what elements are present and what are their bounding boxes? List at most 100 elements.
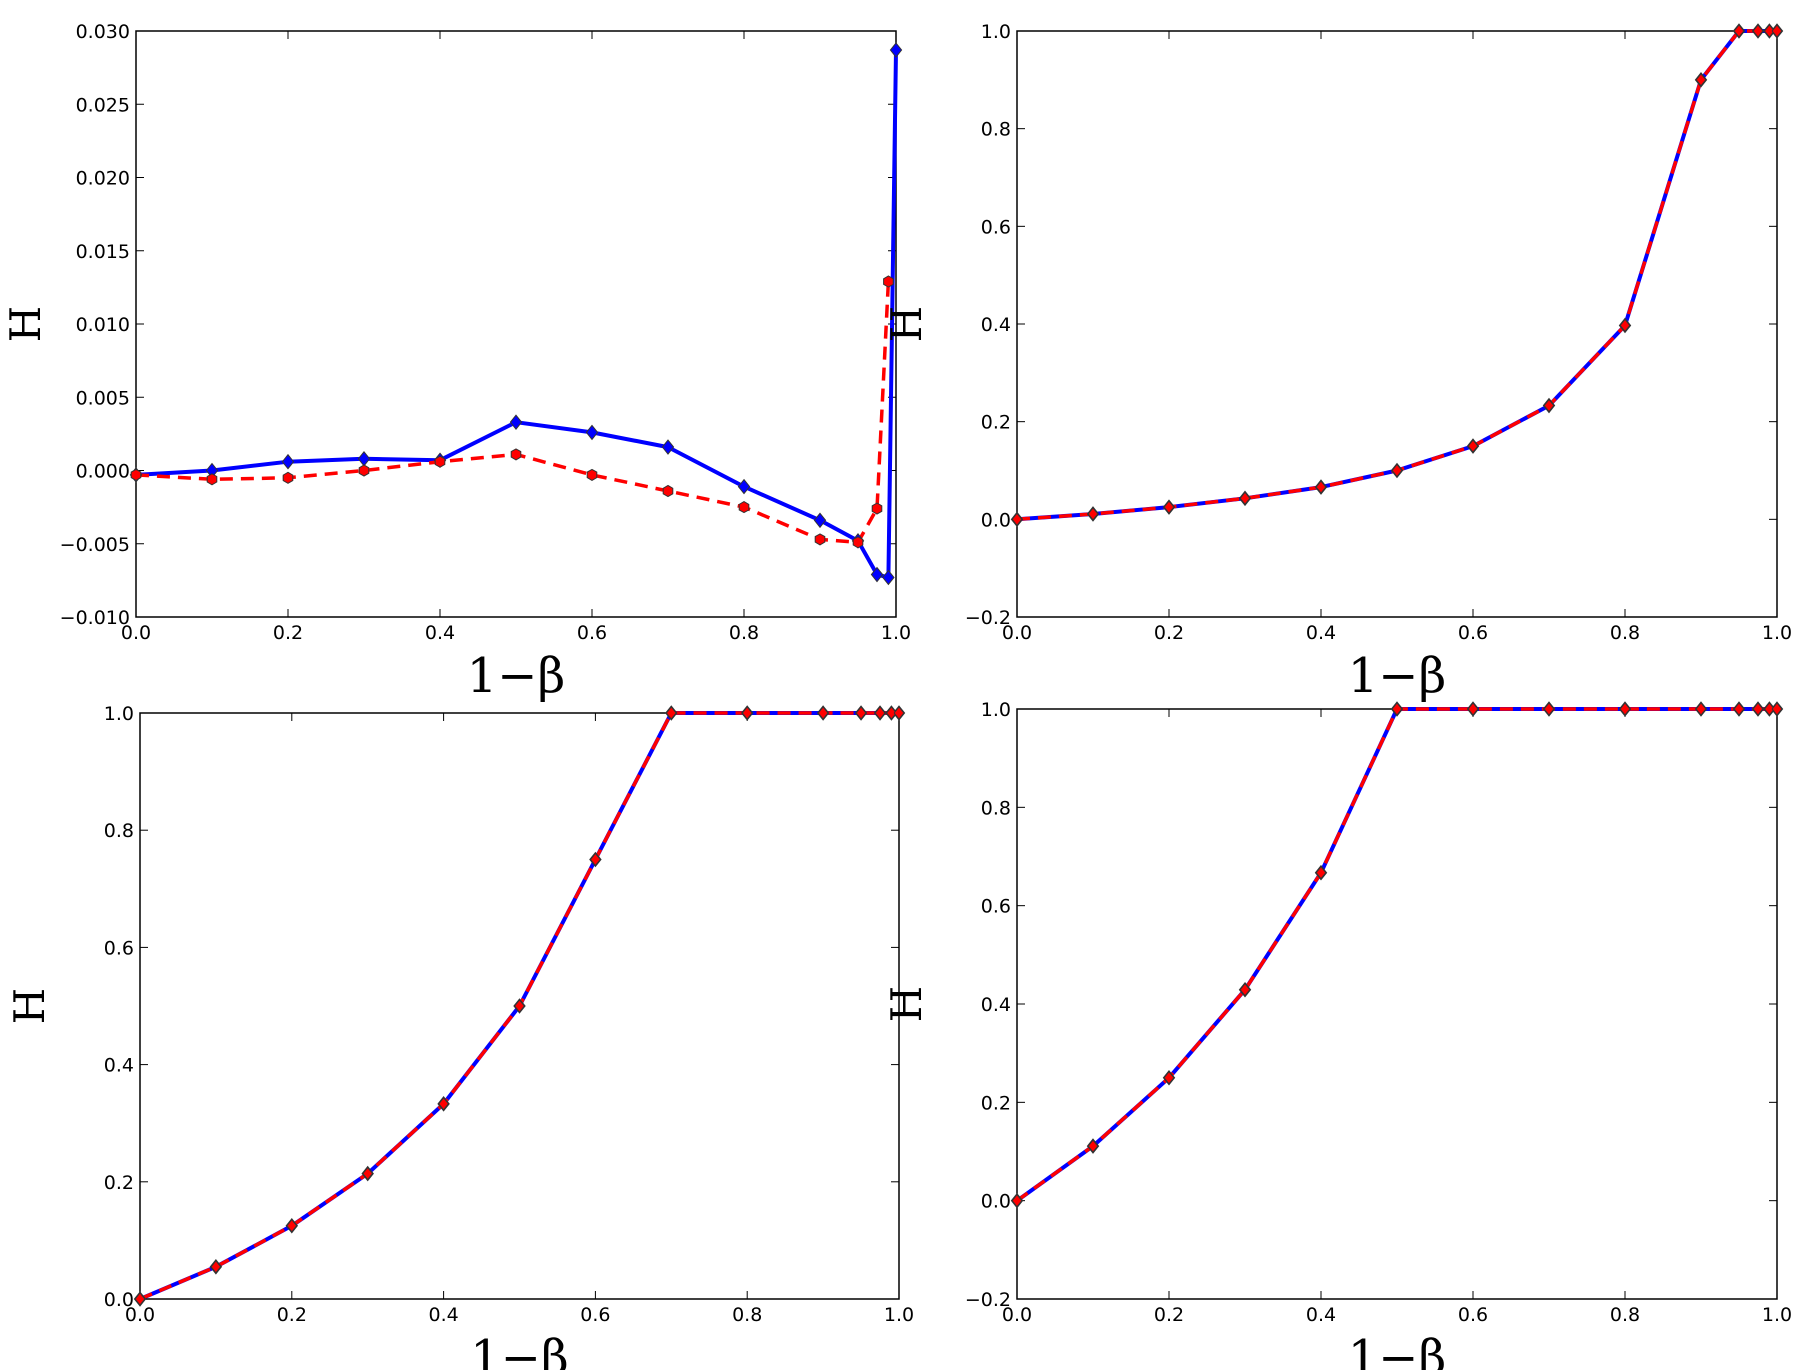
data-point-diamond <box>210 1259 222 1274</box>
y-tick-label: 0.005 <box>76 387 130 409</box>
data-point-diamond <box>817 706 829 720</box>
x-tick-label: 0.4 <box>1306 622 1336 644</box>
data-point-diamond <box>1239 982 1251 997</box>
y-tick-label: 0.4 <box>981 994 1011 1016</box>
data-point-diamond <box>1543 702 1555 716</box>
series-line-dashed <box>1015 707 1777 1203</box>
x-tick-label: 0.4 <box>428 1304 458 1326</box>
y-tick-label: 0.4 <box>104 1055 134 1077</box>
series-line-dashed <box>139 711 899 1301</box>
series-group <box>129 42 903 586</box>
series-group <box>1010 23 1784 528</box>
data-point-diamond <box>1763 24 1775 38</box>
y-tick-label: 0.4 <box>981 314 1011 336</box>
data-point-diamond <box>870 566 884 583</box>
data-point-diamond <box>661 439 675 455</box>
data-point-diamond <box>362 1166 374 1181</box>
data-point-diamond <box>1163 1070 1175 1085</box>
x-tick-label: 1.0 <box>884 1304 914 1326</box>
y-tick-label: −0.005 <box>60 534 130 556</box>
data-point-diamond <box>893 706 905 720</box>
data-point-diamond <box>1011 1193 1023 1208</box>
x-tick-label: 0.2 <box>1154 1304 1184 1326</box>
x-tick-label: 0.0 <box>121 622 151 644</box>
plot-frame <box>1016 30 1778 618</box>
data-point-diamond <box>1619 702 1631 716</box>
plot-frame <box>135 30 897 618</box>
y-tick-label: 0.025 <box>76 94 130 116</box>
data-point-hexagon <box>814 533 826 546</box>
y-tick-label: 0.0 <box>981 1191 1011 1213</box>
y-tick-label: 0.030 <box>76 21 130 43</box>
data-point-hexagon <box>130 468 142 481</box>
data-point-hexagon <box>434 455 446 468</box>
chart-panel-1: 0.0 0.2 0.4 0.6 0.8 1.0 −0.010 −0.005 0.000 0.005… <box>1 21 911 704</box>
series-line-solid <box>1015 707 1777 1203</box>
x-tick-label: 0.8 <box>1610 622 1640 644</box>
data-point-diamond <box>1695 73 1707 87</box>
data-point-diamond <box>1011 512 1023 527</box>
x-axis-label: 1−β <box>470 1330 569 1370</box>
data-point-diamond <box>1391 702 1403 716</box>
data-point-diamond <box>1763 702 1775 716</box>
data-point-diamond <box>1163 500 1175 514</box>
series-group <box>133 705 906 1307</box>
data-point-diamond <box>1315 480 1327 494</box>
data-point-diamond <box>286 1218 298 1233</box>
data-point-diamond <box>438 1097 450 1111</box>
x-tick-label: 0.0 <box>125 1304 155 1326</box>
y-axis-label: H <box>5 988 54 1025</box>
data-point-diamond <box>1752 24 1764 38</box>
y-tick-label: 0.2 <box>104 1172 134 1194</box>
x-tick-label: 1.0 <box>1762 1304 1792 1326</box>
x-tick-label: 0.2 <box>273 622 303 644</box>
data-point-diamond <box>514 999 525 1013</box>
data-point-diamond <box>1695 702 1707 716</box>
data-point-hexagon <box>852 536 864 549</box>
y-tick-label: −0.010 <box>60 607 130 629</box>
data-point-diamond <box>1752 702 1764 716</box>
x-tick-label: 0.8 <box>1610 1304 1640 1326</box>
x-tick-label: 0.2 <box>1154 622 1184 644</box>
chart-panel-3: 0.0 0.2 0.4 0.6 0.8 1.0 0.0 0.2 0.4 0.6 0.8 1.0 1−β H <box>5 703 914 1370</box>
data-point-hexagon <box>738 501 750 514</box>
data-point-diamond <box>1467 702 1479 716</box>
data-point-diamond <box>741 706 753 720</box>
data-point-diamond <box>874 706 886 720</box>
chart-panel-2: 0.0 0.2 0.4 0.6 0.8 1.0−0.20.00.20.40.60.81.0… <box>882 21 1792 704</box>
y-axis-label: H <box>882 306 931 343</box>
data-point-diamond <box>1543 398 1555 413</box>
data-point-hexagon <box>510 448 522 461</box>
series-line-dashed <box>1016 29 1777 522</box>
y-tick-label: 0.020 <box>76 168 130 190</box>
y-tick-label: 0.8 <box>981 797 1011 819</box>
x-tick-label: 0.8 <box>732 1304 762 1326</box>
y-tick-label: −0.2 <box>965 1289 1011 1311</box>
data-point-diamond <box>1087 1139 1099 1153</box>
x-tick-label: 1.0 <box>881 622 911 644</box>
x-tick-label: 0.4 <box>425 622 455 644</box>
data-point-diamond <box>813 512 827 529</box>
data-point-diamond <box>882 569 895 586</box>
x-tick-label: 0.0 <box>1002 1304 1032 1326</box>
x-tick-label: 0.6 <box>577 622 607 644</box>
plot-frame <box>139 712 900 1300</box>
x-axis-label: 1−β <box>467 648 566 704</box>
x-tick-label: 0.6 <box>1458 622 1488 644</box>
y-tick-label: 0.015 <box>76 241 130 263</box>
y-tick-label: 0.000 <box>76 461 130 483</box>
data-point-diamond <box>885 706 897 720</box>
plot-frame <box>1016 708 1778 1300</box>
data-point-diamond <box>357 450 371 467</box>
data-point-hexagon <box>662 484 674 498</box>
y-tick-label: 0.2 <box>981 412 1011 434</box>
x-axis-label: 1−β <box>1348 648 1447 704</box>
data-point-diamond <box>1619 318 1631 333</box>
data-point-hexagon <box>586 468 598 481</box>
y-tick-label: 0.2 <box>981 1092 1011 1114</box>
data-point-diamond <box>1315 865 1327 880</box>
y-axis-label: H <box>882 986 931 1023</box>
x-axis-label: 1−β <box>1348 1330 1447 1370</box>
y-tick-label: 0.010 <box>76 314 130 336</box>
